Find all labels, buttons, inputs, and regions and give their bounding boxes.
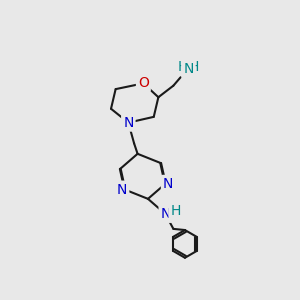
- Text: N: N: [163, 177, 173, 191]
- Text: N: N: [123, 116, 134, 130]
- Text: H: H: [178, 60, 188, 74]
- Text: H: H: [189, 60, 200, 74]
- Text: H: H: [170, 204, 181, 218]
- Text: N: N: [160, 207, 171, 221]
- Text: N: N: [183, 62, 194, 76]
- Text: N: N: [117, 183, 127, 196]
- Text: O: O: [138, 76, 149, 90]
